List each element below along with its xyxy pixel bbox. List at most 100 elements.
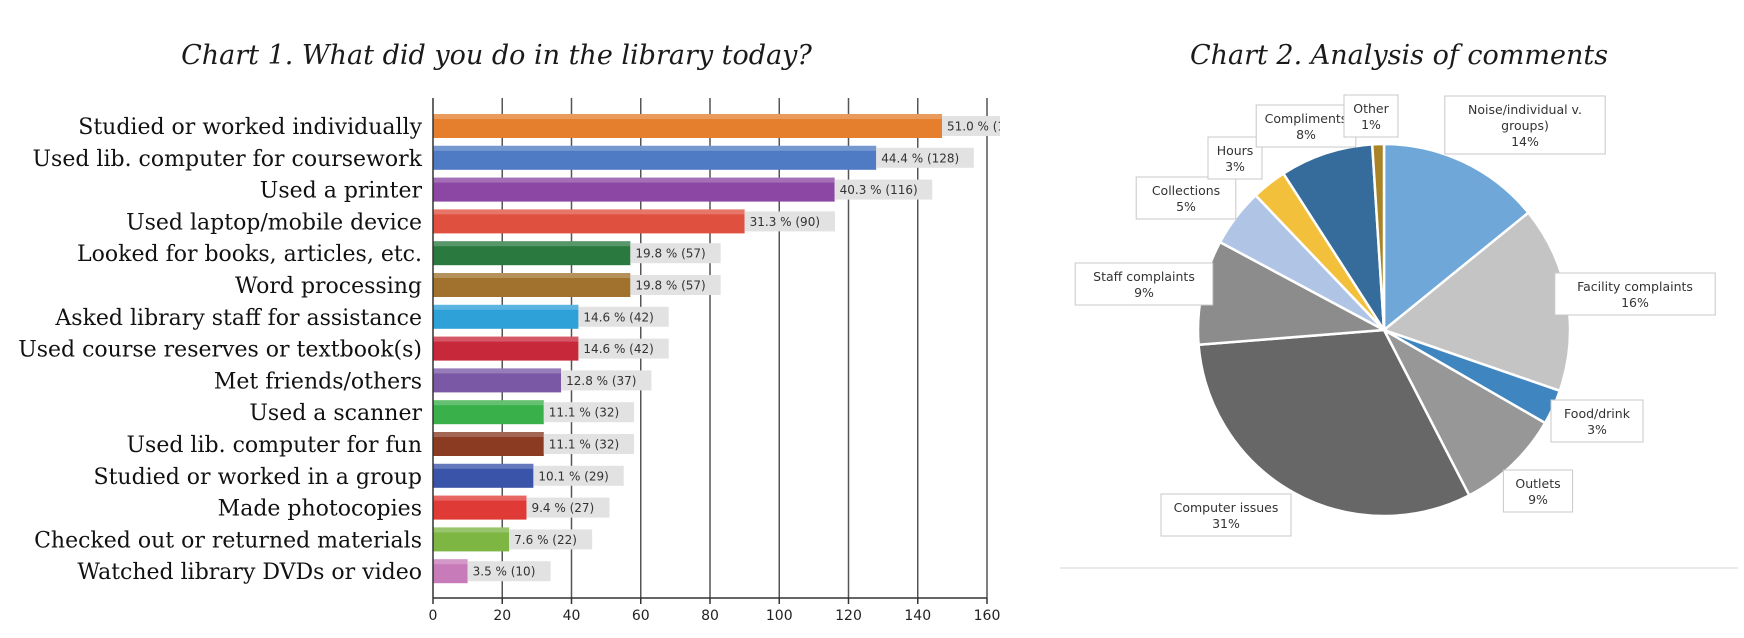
data-label-bg [630,275,721,295]
bar [433,336,579,361]
category-label: Asked library staff for assistance [54,306,422,331]
pie-slice-name: Other [1353,101,1389,116]
bar [433,273,631,297]
x-tick-label: 160 [974,608,1000,624]
bar-chart: 51.0 % (147) Studied or worked individual… [18,98,1000,624]
bar [433,177,835,202]
pie-slice-percent: 3% [1225,159,1245,174]
pie-slice [1381,210,1572,393]
category-label: Looked for books, articles, etc. [77,242,422,267]
x-tick-label: 60 [632,608,650,624]
data-label-bg [578,338,669,359]
category-label: Met friends/others [214,369,422,394]
data-label: 14.6 % (42) [583,342,653,356]
data-label-bg [467,561,551,582]
pie-slice [1281,143,1386,335]
category-label: Used laptop/mobile device [126,210,422,235]
pie-slice-name: Facility complaints [1577,279,1693,294]
bar [433,559,468,584]
x-tick-label: 80 [701,608,719,624]
category-label: Used course reserves or textbook(s) [18,338,422,363]
pie-label-box [1255,104,1357,148]
pie-label-box [1135,176,1237,220]
bar [433,400,544,425]
data-label-bg [543,402,635,423]
data-label: 9.4 % (27) [531,501,594,515]
bar-highlight [433,527,510,533]
pie-slice-name: Computer issues [1174,500,1279,515]
pie-slice-percent: 1% [1361,117,1381,132]
bar-highlight [433,273,631,278]
pie-label-box [1343,94,1399,138]
category-label: Used lib. computer for fun [127,433,423,458]
category-label: Used lib. computer for coursework [32,147,422,172]
pie-slice [1196,240,1389,347]
pie-slice-name: Compliments [1265,111,1348,126]
pie-slice [1197,328,1471,518]
bar [433,114,942,138]
pie-slice-percent: 9% [1528,492,1548,507]
pie-slice-name: Noise/individual v. [1468,102,1582,117]
data-label: 14.6 % (42) [583,310,653,324]
pie-slice-name: Hours [1217,143,1254,158]
bar-highlight [433,241,631,247]
pie-slice-percent: 3% [1587,422,1607,437]
x-tick-label: 0 [429,608,438,624]
data-label: 44.4 % (128) [881,151,959,165]
bar-highlight [433,114,942,119]
pie-slice [1253,171,1386,331]
pie-label-box [1207,136,1263,180]
data-label-bg [543,434,635,454]
pie-label-box [1444,95,1606,155]
data-label: 11.1 % (32) [549,406,619,420]
pie-slice-percent: 14% [1511,134,1539,149]
x-tick-label: 40 [563,608,581,624]
pie-slice-percent: 16% [1621,295,1649,310]
bar-highlight [433,559,468,565]
x-tick-label: 20 [493,608,511,624]
data-label-bg [578,306,669,327]
chart1-title: Chart 1. What did you do in the library … [181,40,812,71]
bar-highlight [433,463,534,469]
data-label: 7.6 % (22) [514,533,577,547]
pie-slice-name: Staff complaints [1093,269,1195,284]
data-label-bg [561,370,652,391]
pie-label-box [1550,399,1644,443]
pie-label-box [1554,272,1716,316]
pie-label-box [1074,262,1214,306]
data-label-bg [941,116,1000,136]
bar [433,463,534,488]
category-label: Studied or worked in a group [94,465,422,490]
category-label: Word processing [235,274,422,299]
data-label: 40.3 % (116) [840,183,918,197]
pie-slice-percent: 8% [1296,127,1316,142]
data-label: 19.8 % (57) [635,247,705,261]
pie-slice [1383,328,1562,425]
pie-slice-name: Food/drink [1564,406,1631,421]
data-label-bg [834,179,933,200]
data-label-bg [509,529,593,550]
data-label: 51.0 % (147) [947,120,1000,134]
x-tick-label: 100 [766,608,793,624]
pie-label-box [1160,493,1292,537]
bar-highlight [433,368,562,374]
bar [433,145,877,170]
pie-slice-name: Outlets [1515,476,1560,491]
pie-slice-percent: 9% [1134,285,1154,300]
category-label: Made photocopies [218,497,422,522]
data-label-bg [744,211,835,232]
data-label-bg [533,465,624,486]
pie-slice-percent: 5% [1176,199,1196,214]
bar [433,241,631,266]
data-label-bg [876,147,974,168]
category-label: Used a scanner [249,401,422,426]
bar [433,432,544,456]
data-label: 19.8 % (57) [635,279,705,293]
bar-highlight [433,336,579,342]
data-label-bg [526,497,610,518]
pie-label-box [1502,469,1574,513]
pie-slice-percent: 31% [1212,516,1240,531]
category-label: Used a printer [260,179,423,204]
data-label: 12.8 % (37) [566,374,636,388]
bar-highlight [433,177,835,183]
